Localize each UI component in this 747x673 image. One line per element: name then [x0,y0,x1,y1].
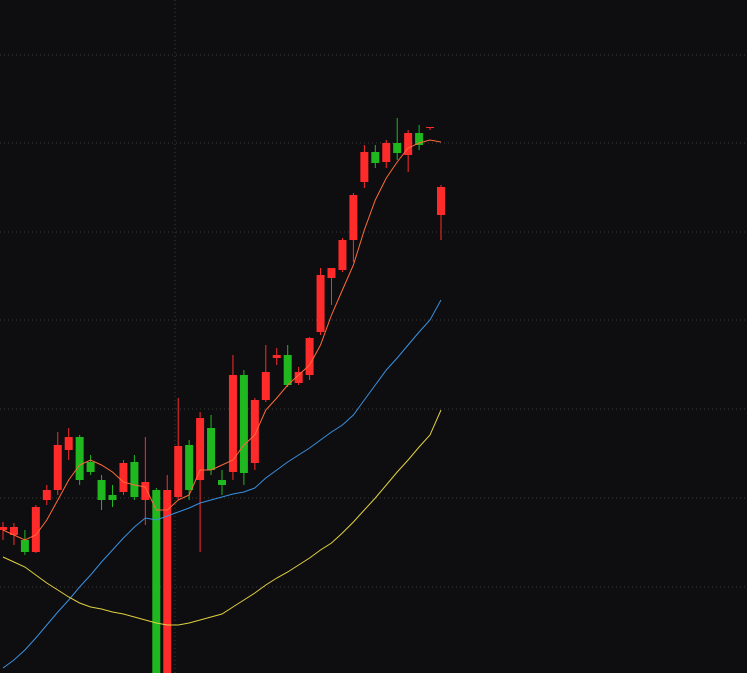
candle-body [207,428,216,470]
candle-body [272,355,281,358]
candle-body [261,372,270,400]
candle-body [228,375,237,472]
candle-body [239,375,248,473]
candle-body [349,195,358,240]
candle-body [20,540,29,552]
candle-body [130,462,139,497]
candle-body [108,495,117,500]
candle-body [152,490,161,673]
candle-body [174,446,183,497]
candle-body [86,462,95,472]
candle-body [371,152,380,163]
candle-body [31,507,40,552]
candle-body [437,187,445,215]
candle-body [426,127,435,128]
candle-body [316,275,325,332]
candle-body [250,400,259,463]
candle-body [185,445,194,490]
candle-body [163,490,172,673]
candle-body [294,372,303,383]
candle-body [360,152,369,182]
candle-body [97,480,106,500]
candle-body [75,437,84,480]
candle-body [327,268,336,278]
candle-body [53,445,62,490]
candle-body [338,240,347,270]
candle-body [0,527,7,530]
candle-body [393,143,402,153]
candle-body [404,133,413,155]
candle-body [218,480,226,485]
ma-line [2,139,442,541]
candle-body [382,143,391,162]
candle-body [9,527,18,535]
candle-body [305,338,314,375]
candle-body [196,418,205,480]
candle-body [283,355,292,385]
candle-body [42,490,51,500]
ma-line [2,409,442,626]
candle-body [64,437,73,450]
candle-body [141,482,150,500]
candle-body [119,463,128,492]
candle-body [415,133,424,145]
ma-line [2,299,442,669]
